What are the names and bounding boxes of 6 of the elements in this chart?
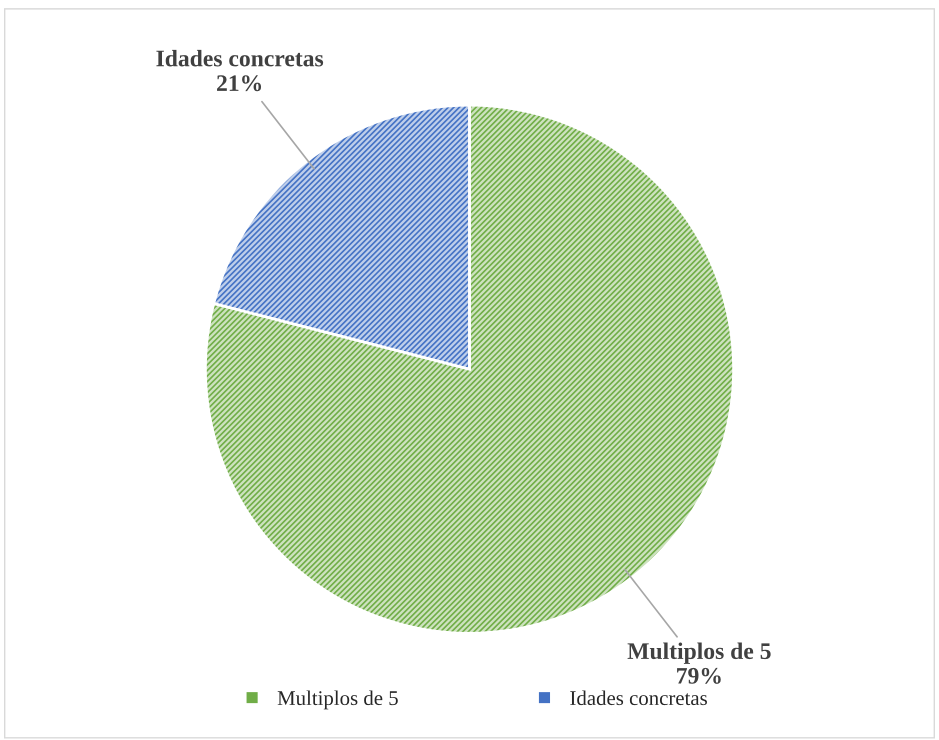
slice-label: Multiplos de 5	[628, 642, 771, 664]
legend-label: Multiplos de 5	[278, 690, 398, 710]
data-label: 21%	[217, 75, 262, 92]
slice-label: Idades concretas	[156, 50, 324, 66]
data-label: 79%	[677, 668, 721, 684]
legend-label: Idades concretas	[570, 690, 707, 706]
